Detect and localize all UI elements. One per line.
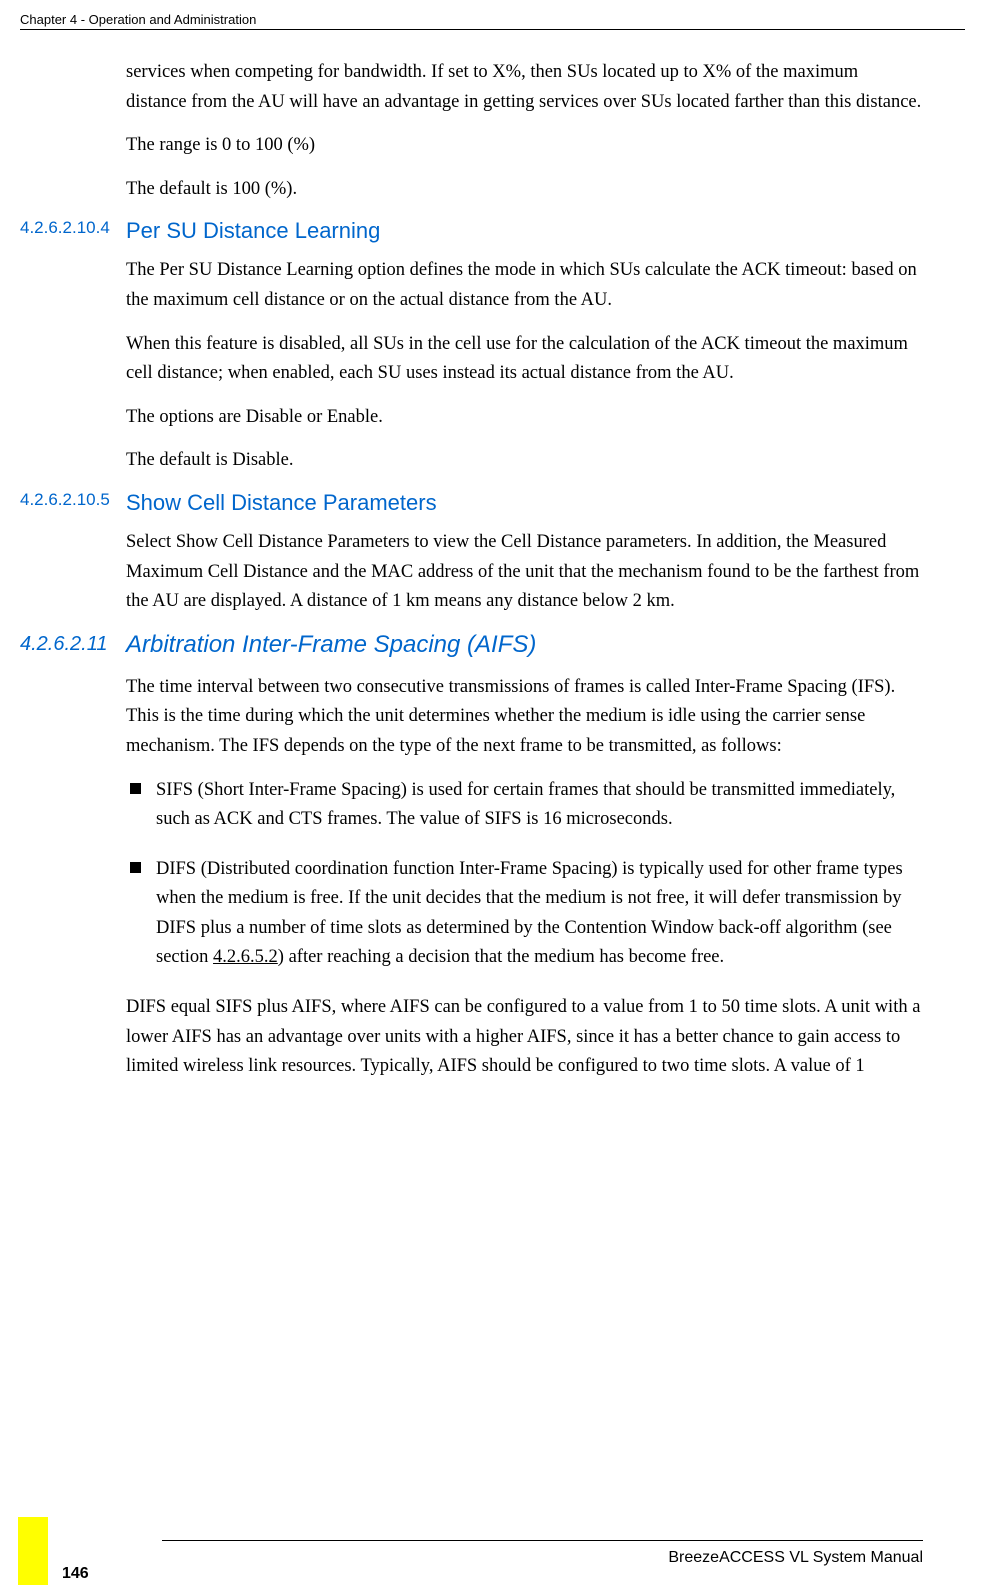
section-number-1: 4.2.6.2.10.4	[20, 218, 110, 238]
page-number: 146	[62, 1565, 89, 1583]
footer-manual-title: BreezeACCESS VL System Manual	[20, 1549, 923, 1567]
footer-divider	[162, 1540, 923, 1541]
section1-paragraph-4: The default is Disable.	[126, 446, 923, 476]
section-cross-reference-link[interactable]: 4.2.6.5.2	[213, 947, 278, 967]
bullet-square-icon	[130, 862, 141, 873]
section-title-2: Show Cell Distance Parameters	[126, 490, 437, 515]
section-heading-1: 4.2.6.2.10.4 Per SU Distance Learning	[126, 218, 923, 244]
page-header: Chapter 4 - Operation and Administration	[20, 12, 965, 30]
page-footer: BreezeACCESS VL System Manual 146	[20, 1540, 923, 1567]
main-content: services when competing for bandwidth. I…	[126, 58, 923, 1096]
bullet-text-1: SIFS (Short Inter-Frame Spacing) is used…	[156, 780, 895, 830]
section-title-3: Arbitration Inter-Frame Spacing (AIFS)	[126, 631, 536, 658]
intro-paragraph-3: The default is 100 (%).	[126, 175, 923, 205]
intro-paragraph-2: The range is 0 to 100 (%)	[126, 131, 923, 161]
bullet-item-1: SIFS (Short Inter-Frame Spacing) is used…	[126, 776, 923, 835]
section2-paragraph-1: Select Show Cell Distance Parameters to …	[126, 528, 923, 617]
section-number-3: 4.2.6.2.11	[20, 633, 107, 656]
intro-paragraph-1: services when competing for bandwidth. I…	[126, 58, 923, 117]
section-heading-3: 4.2.6.2.11 Arbitration Inter-Frame Spaci…	[126, 631, 923, 659]
section-number-2: 4.2.6.2.10.5	[20, 490, 110, 510]
bullet-square-icon	[130, 783, 141, 794]
section-heading-2: 4.2.6.2.10.5 Show Cell Distance Paramete…	[126, 490, 923, 516]
bullet-text-2-part2: ) after reaching a decision that the med…	[278, 947, 724, 967]
section3-paragraph-1: The time interval between two consecutiv…	[126, 673, 923, 762]
bullet-item-2: DIFS (Distributed coordination function …	[126, 855, 923, 973]
section1-paragraph-3: The options are Disable or Enable.	[126, 403, 923, 433]
section1-paragraph-1: The Per SU Distance Learning option defi…	[126, 256, 923, 315]
section1-paragraph-2: When this feature is disabled, all SUs i…	[126, 330, 923, 389]
chapter-title: Chapter 4 - Operation and Administration	[20, 12, 256, 27]
section-title-1: Per SU Distance Learning	[126, 218, 380, 243]
section3-paragraph-2: DIFS equal SIFS plus AIFS, where AIFS ca…	[126, 993, 923, 1082]
